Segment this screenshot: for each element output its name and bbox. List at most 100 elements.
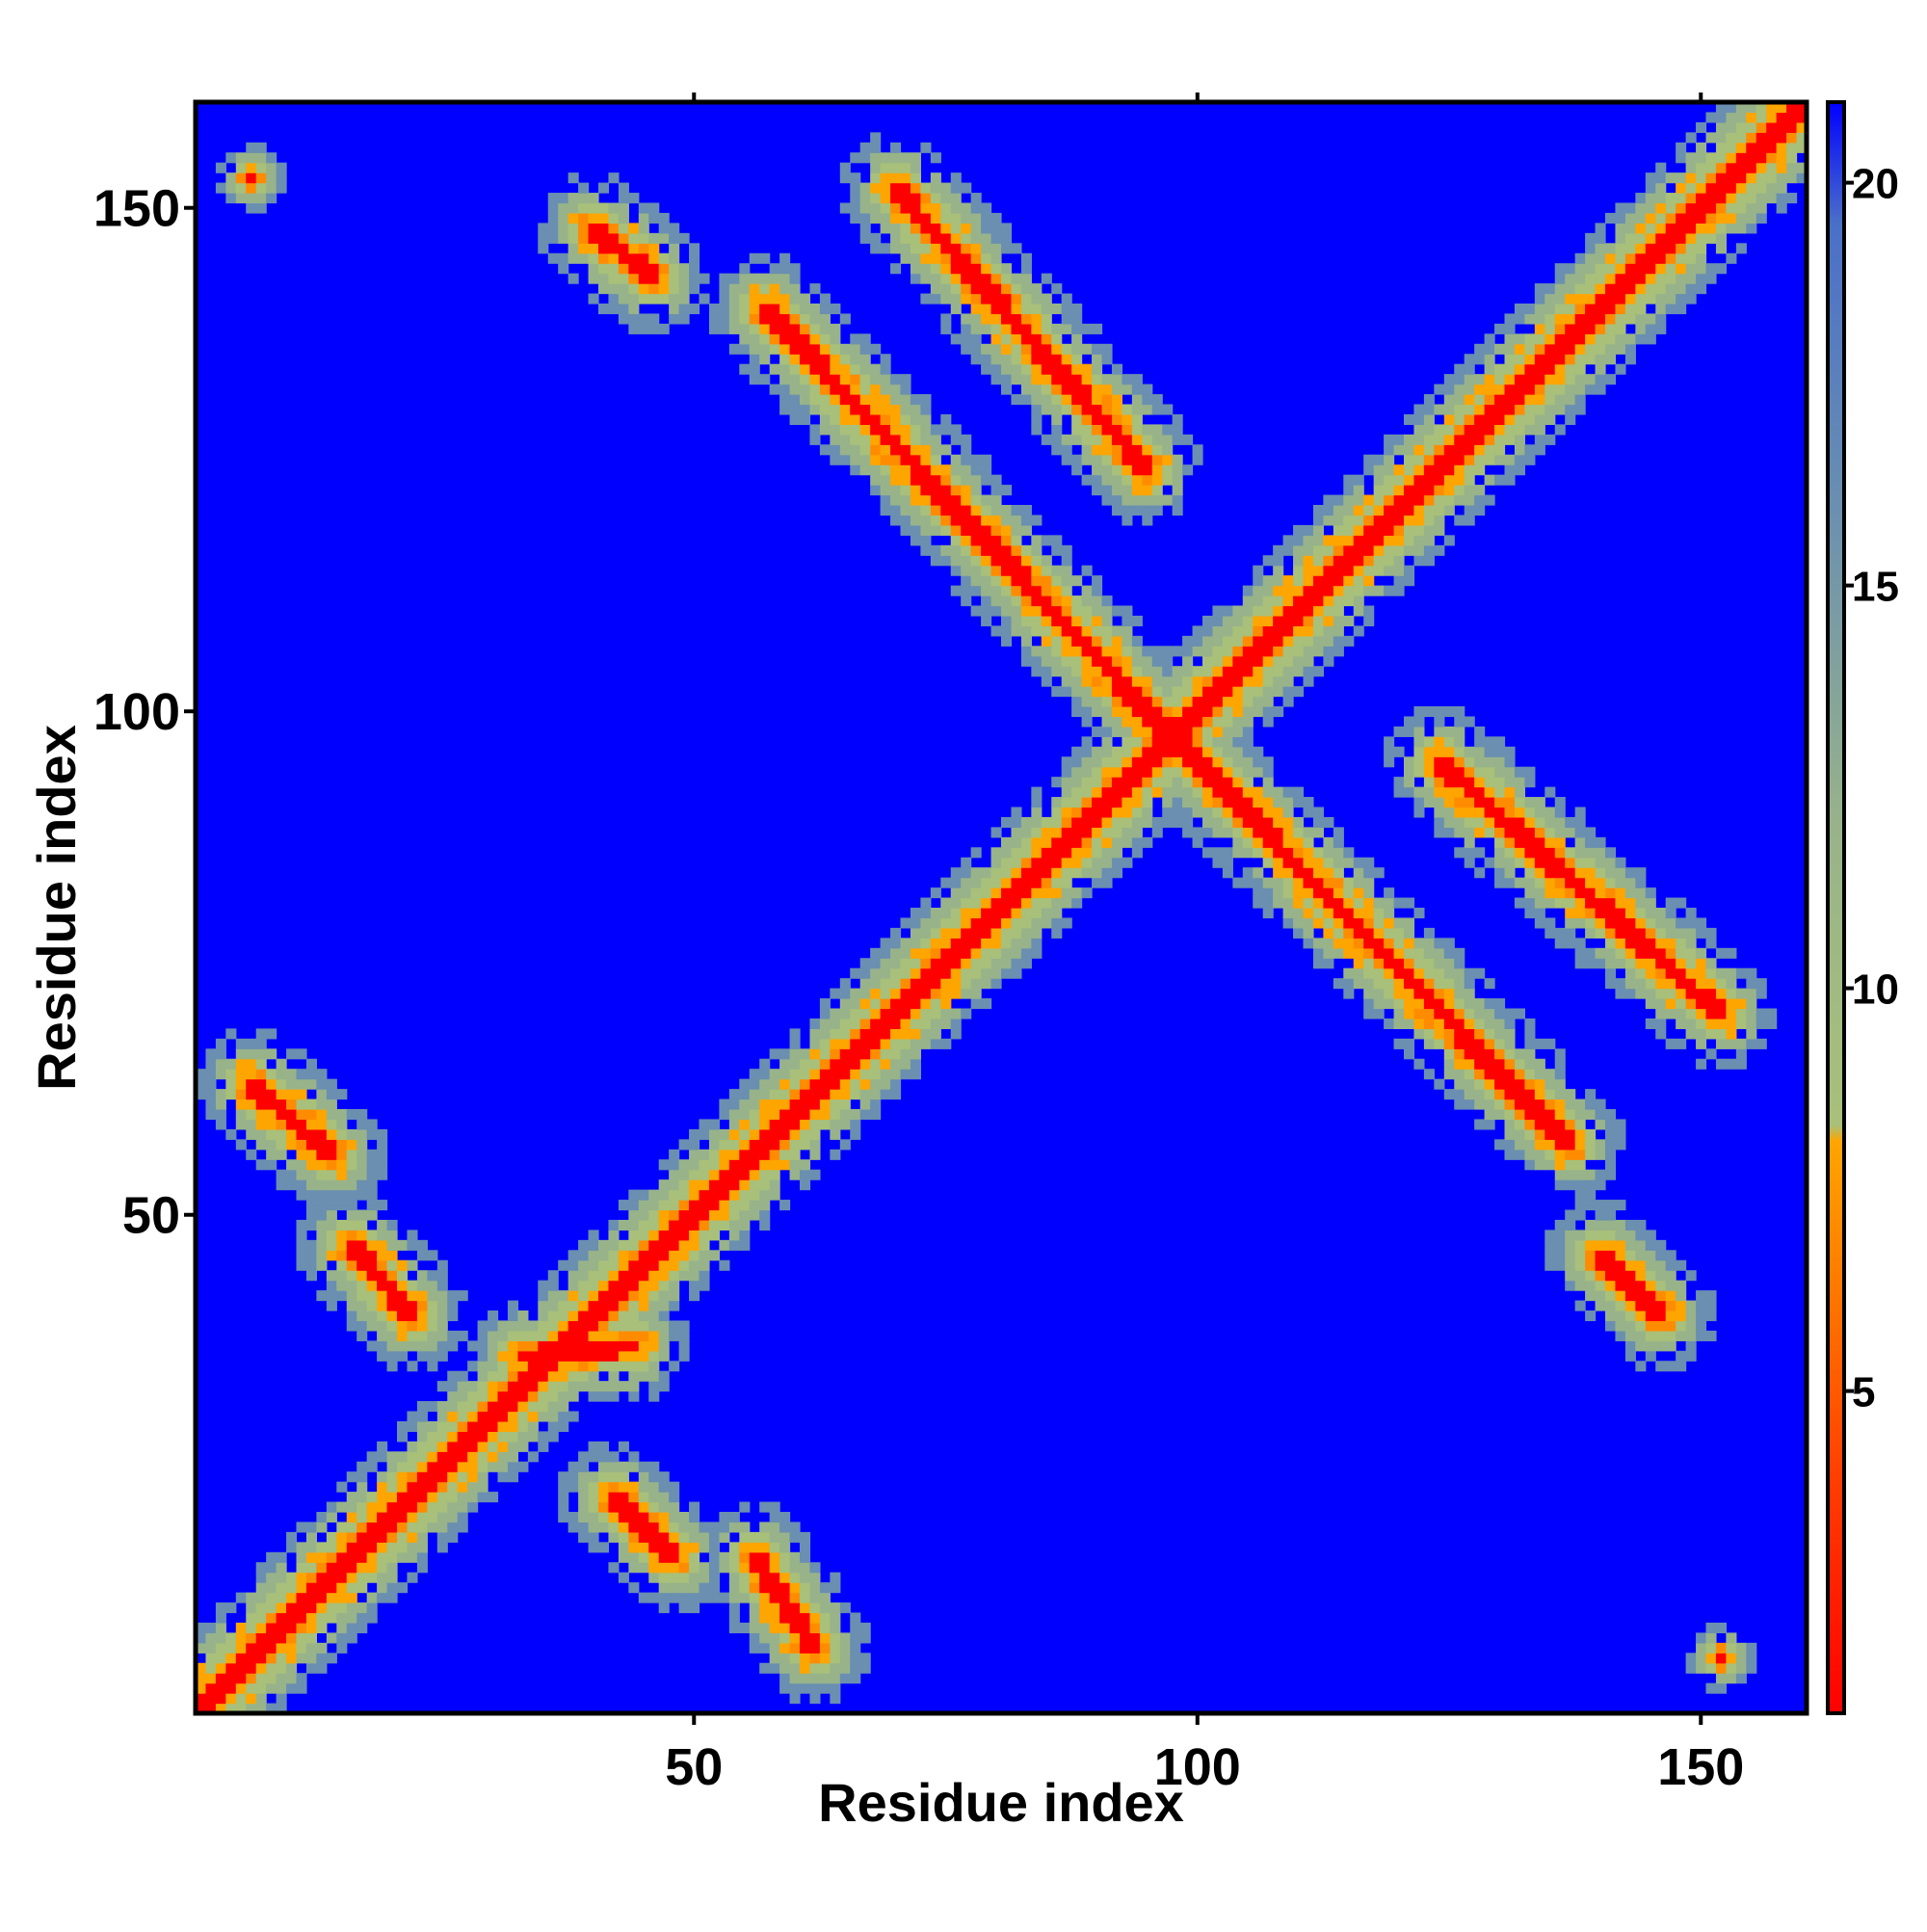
heatmap-cell	[950, 1008, 962, 1019]
heatmap-cell	[739, 1169, 751, 1180]
heatmap-cell	[628, 1350, 640, 1362]
heatmap-cell	[961, 857, 972, 868]
heatmap-cell	[1051, 836, 1063, 848]
heatmap-cell	[950, 958, 962, 969]
heatmap-cell	[1273, 625, 1284, 637]
heatmap-cell	[1393, 565, 1405, 576]
heatmap-cell	[608, 1320, 620, 1332]
heatmap-cell	[1373, 958, 1385, 969]
heatmap-cell	[819, 1612, 831, 1624]
heatmap-cell	[386, 1582, 398, 1594]
heatmap-cell	[1635, 1300, 1647, 1311]
heatmap-cell	[1122, 444, 1133, 456]
heatmap-cell	[658, 1582, 670, 1594]
heatmap-cell	[1585, 958, 1597, 969]
heatmap-cell	[739, 1582, 751, 1594]
heatmap-cell	[457, 1451, 468, 1463]
heatmap-cell	[1293, 847, 1305, 859]
heatmap-cell	[1071, 605, 1083, 617]
heatmap-cell	[225, 1028, 237, 1040]
heatmap-cell	[316, 1149, 328, 1160]
heatmap-cell	[940, 555, 952, 567]
heatmap-cell	[366, 1512, 378, 1523]
heatmap-cell	[588, 1531, 599, 1543]
heatmap-cell	[759, 1592, 771, 1603]
heatmap-cell	[1202, 675, 1214, 687]
heatmap-cell	[618, 1461, 629, 1472]
heatmap-cell	[850, 1048, 861, 1060]
heatmap-cell	[1011, 807, 1022, 818]
heatmap-cell	[990, 555, 1002, 567]
heatmap-cell	[1474, 1078, 1486, 1090]
heatmap-cell	[779, 1673, 791, 1684]
heatmap-cell	[809, 384, 821, 395]
heatmap-cell	[1393, 464, 1405, 476]
heatmap-cell	[1041, 595, 1052, 607]
heatmap-cell	[809, 1109, 821, 1121]
heatmap-cell	[1443, 797, 1455, 808]
heatmap-cell	[809, 1673, 821, 1684]
heatmap-cell	[1081, 857, 1093, 868]
heatmap-cell	[1222, 605, 1233, 617]
heatmap-cell	[870, 485, 882, 496]
heatmap-cell	[1242, 625, 1254, 637]
heatmap-cell	[1122, 515, 1133, 526]
heatmap-cell	[658, 323, 670, 334]
heatmap-cell	[1454, 777, 1465, 788]
heatmap-cell	[568, 1522, 579, 1533]
heatmap-cell	[1393, 535, 1405, 546]
heatmap-cell	[669, 1280, 680, 1291]
heatmap-cell	[1182, 686, 1194, 698]
heatmap-cell	[427, 1431, 438, 1442]
heatmap-cell	[397, 1501, 409, 1513]
heatmap-cell	[940, 252, 952, 264]
heatmap-cell	[1061, 847, 1072, 859]
heatmap-cell	[970, 283, 982, 295]
heatmap-cell	[658, 1522, 670, 1533]
heatmap-cell	[1031, 867, 1043, 879]
heatmap-cell	[1041, 655, 1052, 667]
heatmap-cell	[1303, 666, 1314, 677]
heatmap-cell	[628, 1551, 640, 1563]
heatmap-cell	[1081, 384, 1093, 395]
heatmap-cell	[1443, 1008, 1455, 1019]
heatmap-cell	[1051, 283, 1063, 295]
heatmap-cell	[1020, 635, 1032, 647]
heatmap-cell	[1494, 847, 1506, 859]
heatmap-cell	[1353, 474, 1364, 486]
heatmap-cell	[346, 1320, 357, 1332]
heatmap-cell	[1051, 797, 1063, 808]
heatmap-cell	[1242, 816, 1254, 828]
heatmap-cell	[1574, 857, 1586, 868]
heatmap-cell	[1605, 1320, 1617, 1332]
heatmap-cell	[1624, 1280, 1636, 1291]
heatmap-cell	[1534, 394, 1545, 406]
heatmap-cell	[708, 1209, 720, 1221]
heatmap-cell	[1242, 615, 1254, 626]
heatmap-cell	[1312, 505, 1324, 516]
heatmap-cell	[779, 1542, 791, 1553]
heatmap-cell	[436, 1259, 448, 1271]
heatmap-cell	[1363, 988, 1375, 999]
heatmap-cell	[1413, 454, 1425, 465]
heatmap-cell	[769, 1078, 780, 1090]
heatmap-cell	[1212, 827, 1224, 838]
heatmap-cell	[1303, 524, 1314, 536]
heatmap-cell	[407, 1512, 418, 1523]
heatmap-cell	[1393, 515, 1405, 526]
heatmap-cell	[1101, 343, 1113, 355]
heatmap-cell	[1041, 836, 1052, 848]
heatmap-cell	[1605, 877, 1617, 888]
heatmap-cell	[305, 1219, 317, 1231]
heatmap-cell	[1333, 605, 1344, 617]
heatmap-cell	[1363, 917, 1375, 929]
heatmap-cell	[1192, 716, 1203, 728]
heatmap-cell	[578, 1340, 590, 1352]
heatmap-cell	[366, 1531, 378, 1543]
heatmap-cell	[880, 182, 891, 194]
heatmap-cell	[336, 1642, 348, 1654]
heatmap-cell	[1423, 777, 1435, 788]
heatmap-cell	[1303, 575, 1314, 587]
heatmap-cell	[1565, 363, 1576, 375]
heatmap-cell	[870, 363, 882, 375]
